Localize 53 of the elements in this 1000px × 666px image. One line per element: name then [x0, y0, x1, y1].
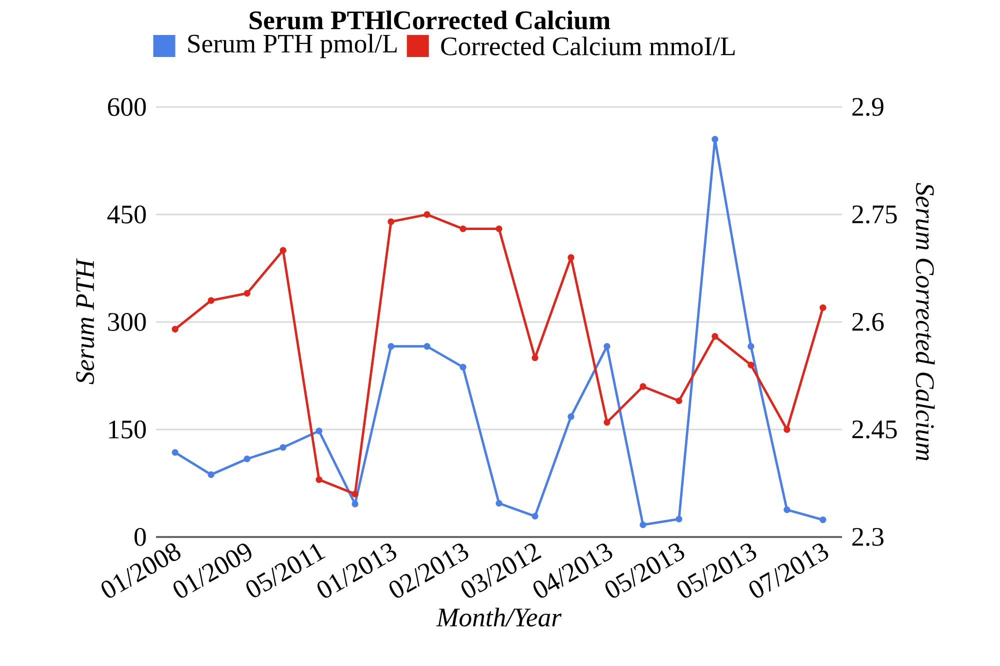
chart-title: Serum PTHlCorrected Calcium — [250, 10, 610, 30]
legend-label: Corrected Calcium mmoI/L — [441, 36, 735, 56]
point — [784, 426, 790, 433]
point — [532, 512, 538, 520]
point — [568, 254, 574, 261]
point — [712, 136, 718, 143]
point — [424, 343, 430, 350]
point — [424, 211, 430, 218]
y-axis-title: Serum PTH — [76, 258, 94, 384]
point — [676, 397, 682, 404]
point — [784, 506, 790, 514]
point — [316, 476, 322, 483]
y2-tick-label: 2.6 — [852, 312, 884, 332]
point — [532, 354, 538, 362]
x-axis-title: Month/Year — [436, 608, 562, 627]
y2-tick-label: 2.3 — [852, 528, 884, 546]
point — [640, 521, 646, 528]
point — [820, 516, 826, 524]
point — [460, 225, 466, 232]
point — [208, 297, 214, 304]
point — [748, 362, 754, 368]
point — [352, 500, 358, 508]
point — [496, 225, 502, 232]
point — [712, 332, 718, 340]
y-tick-label: 600 — [108, 98, 146, 116]
point — [316, 428, 322, 434]
point — [244, 290, 250, 297]
point — [280, 444, 286, 451]
point — [388, 218, 394, 225]
point — [172, 449, 178, 456]
point — [352, 490, 358, 498]
point — [208, 471, 214, 478]
y-tick-label: 300 — [108, 312, 146, 331]
y-tick-label: 150 — [109, 420, 146, 438]
point — [280, 246, 286, 254]
point — [460, 364, 466, 370]
point — [640, 383, 646, 390]
point — [172, 326, 178, 332]
point — [568, 413, 574, 420]
point — [388, 343, 394, 350]
point — [748, 343, 754, 350]
y2-tick-label: 2.9 — [852, 98, 884, 116]
y2-tick-label: 2.45 — [852, 420, 897, 438]
y2-axis-title: Serum Corrected Calcium — [916, 182, 935, 460]
point — [496, 500, 502, 507]
point — [820, 304, 826, 311]
point — [244, 456, 250, 462]
point — [676, 516, 682, 522]
y-tick-label: 450 — [107, 205, 146, 224]
y2-tick-label: 2.75 — [852, 205, 897, 224]
legend-label: Serum PTH pmol/L — [188, 34, 397, 58]
point — [604, 343, 610, 350]
point — [604, 418, 610, 426]
